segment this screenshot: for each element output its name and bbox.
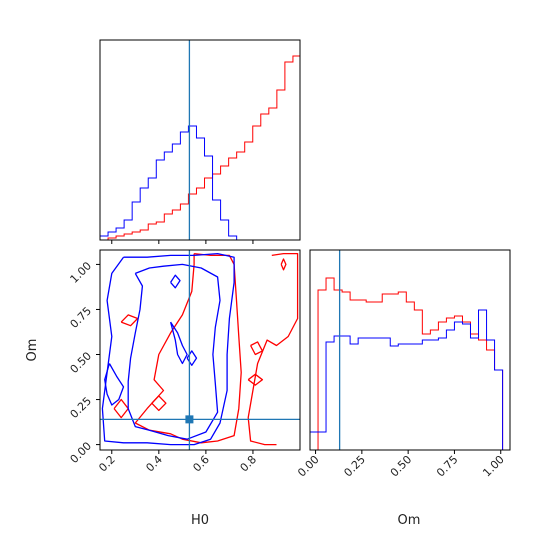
- blue-contour: [101, 252, 235, 446]
- blue-contour: [170, 274, 181, 289]
- y-tick-label: 0.75: [68, 304, 95, 331]
- x-tick-label: 0.00: [295, 453, 322, 480]
- axes-frame: [99, 249, 301, 451]
- red-contour: [151, 395, 167, 412]
- blue-contour: [186, 350, 198, 366]
- x-tick-label: 0.25: [341, 453, 368, 480]
- red-contour: [120, 314, 139, 327]
- contour-clip-group: [100, 250, 300, 450]
- h0-om-contour-panel: 0.2 0.4 0.6 0.8 0.00 0.25 0.50 0.75 1.00: [68, 249, 301, 475]
- axes-frame: [99, 39, 301, 241]
- x-tick-label: 0.6: [190, 453, 212, 475]
- red-contour: [280, 258, 287, 271]
- red-histogram-step: [100, 55, 300, 240]
- y-tick-label: 0.25: [68, 394, 95, 421]
- x-tick-label: 0.4: [143, 453, 165, 475]
- axes-frame: [309, 249, 511, 451]
- blue-histogram-step: [100, 125, 300, 240]
- y-axis-label-om: Om: [25, 339, 40, 362]
- red-contour: [247, 373, 264, 386]
- blue-contour: [127, 263, 221, 440]
- blue-contour: [169, 321, 188, 365]
- y-tick-label: 0.00: [68, 440, 95, 467]
- h0-histogram-panel: [99, 39, 301, 244]
- red-contour: [247, 252, 299, 446]
- x-axis-label-h0: H0: [191, 513, 209, 528]
- histogram-clip-group: [100, 40, 300, 240]
- red-contour: [134, 252, 242, 444]
- x-tick-label: 0.50: [388, 453, 415, 480]
- blue-contour: [104, 363, 125, 406]
- x-tick-label: 0.2: [96, 453, 118, 475]
- blue-histogram-step: [310, 309, 510, 450]
- histogram-clip-group: [310, 250, 510, 450]
- om-histogram-panel: 0.00 0.25 0.50 0.75 1.00: [295, 249, 511, 480]
- y-tick-label: 1.00: [68, 259, 95, 286]
- x-tick-label: 1.00: [480, 453, 507, 480]
- truth-marker: [185, 415, 194, 424]
- red-contour: [250, 341, 264, 356]
- x-axis-label-om: Om: [398, 513, 421, 528]
- x-tick-label: 0.75: [434, 453, 461, 480]
- y-tick-label: 0.50: [68, 349, 95, 376]
- x-tick-label: 0.8: [237, 453, 259, 475]
